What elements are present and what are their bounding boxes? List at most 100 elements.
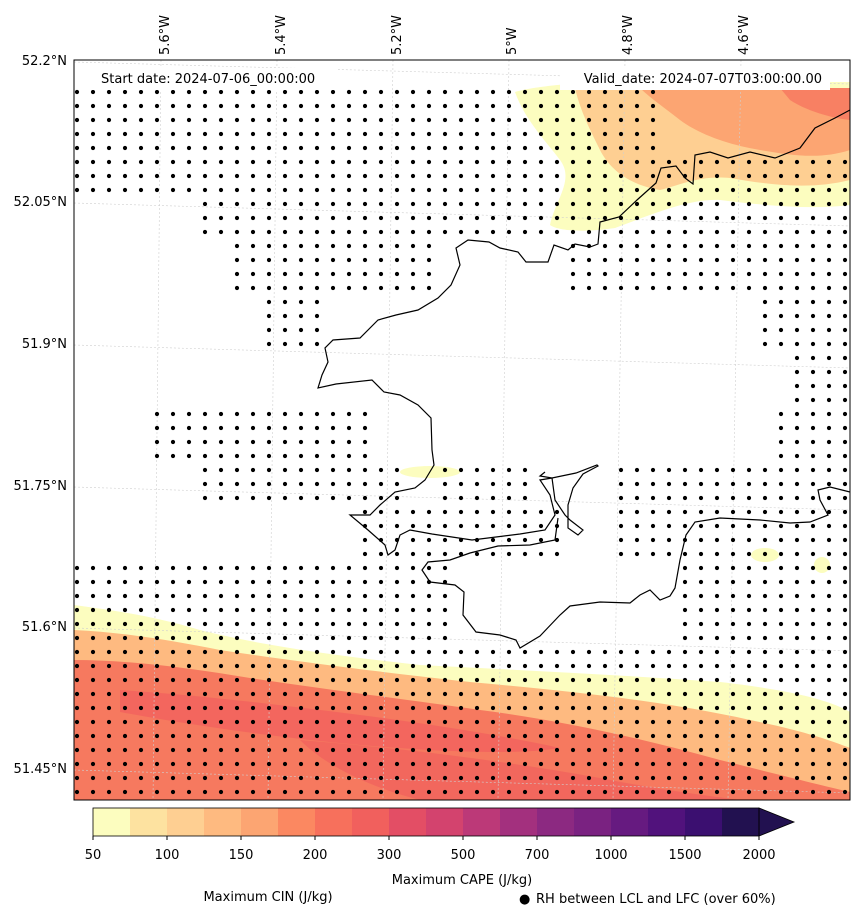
rh-dot [314, 747, 320, 753]
rh-dot [442, 229, 448, 235]
rh-dot [826, 705, 832, 711]
rh-dot [410, 229, 416, 235]
rh-dot [682, 285, 688, 291]
rh-dot [506, 229, 512, 235]
rh-dot [410, 691, 416, 697]
rh-dot [442, 775, 448, 781]
rh-dot [826, 159, 832, 165]
rh-dot [298, 719, 304, 725]
rh-dot [394, 761, 400, 767]
rh-dot [810, 215, 816, 221]
rh-dot [778, 551, 784, 557]
rh-dot [330, 453, 336, 459]
rh-dot [698, 537, 704, 543]
rh-dot [714, 257, 720, 263]
rh-dot [842, 523, 848, 529]
rh-dot [826, 173, 832, 179]
rh-dot [346, 439, 352, 445]
rh-dot [154, 89, 160, 95]
rh-dot [122, 663, 128, 669]
rh-dot [618, 103, 624, 109]
rh-dot [506, 159, 512, 165]
rh-dot [794, 481, 800, 487]
rh-dot [74, 173, 80, 179]
rh-dot [602, 733, 608, 739]
rh-dot [122, 621, 128, 627]
rh-dot [154, 117, 160, 123]
rh-dot [250, 761, 256, 767]
rh-dot [490, 523, 496, 529]
rh-dot [362, 271, 368, 277]
rh-dot [538, 747, 544, 753]
rh-dot [250, 425, 256, 431]
rh-dot [506, 551, 512, 557]
rh-dot [730, 761, 736, 767]
rh-dot [762, 327, 768, 333]
rh-dot [170, 439, 176, 445]
rh-dot [650, 187, 656, 193]
rh-dot [330, 439, 336, 445]
rh-dot [330, 411, 336, 417]
rh-dot [522, 467, 528, 473]
rh-dot [554, 229, 560, 235]
rh-dot [106, 733, 112, 739]
rh-dot [714, 495, 720, 501]
rh-dot [682, 187, 688, 193]
rh-dot [410, 537, 416, 543]
rh-dot [714, 159, 720, 165]
rh-dot [490, 677, 496, 683]
rh-dot [634, 467, 640, 473]
rh-dot [250, 257, 256, 263]
rh-dot [282, 691, 288, 697]
rh-dot [154, 593, 160, 599]
rh-dot [794, 635, 800, 641]
rh-dot [762, 733, 768, 739]
rh-dot [138, 607, 144, 613]
rh-dot [234, 705, 240, 711]
rh-dot [250, 635, 256, 641]
rh-dot [218, 145, 224, 151]
rh-dot [794, 719, 800, 725]
rh-dot [202, 187, 208, 193]
rh-dot [810, 691, 816, 697]
rh-dot [522, 159, 528, 165]
rh-dot [314, 607, 320, 613]
rh-dot [634, 677, 640, 683]
rh-dot [650, 509, 656, 515]
rh-dot [298, 691, 304, 697]
rh-dot [586, 145, 592, 151]
rh-dot [666, 173, 672, 179]
rh-dot [458, 761, 464, 767]
rh-dot [234, 453, 240, 459]
rh-dot [570, 201, 576, 207]
rh-dot [410, 593, 416, 599]
rh-dot [378, 663, 384, 669]
rh-dot [842, 705, 848, 711]
rh-dot [234, 89, 240, 95]
rh-dot [426, 173, 432, 179]
rh-dot [250, 719, 256, 725]
rh-dot [346, 649, 352, 655]
rh-dot [618, 89, 624, 95]
rh-dot [314, 663, 320, 669]
rh-dot [234, 607, 240, 613]
rh-dot [298, 747, 304, 753]
rh-dot [218, 495, 224, 501]
rh-dot [442, 215, 448, 221]
rh-dot [794, 789, 800, 795]
rh-dot [394, 271, 400, 277]
rh-dot [202, 89, 208, 95]
rh-dot [650, 159, 656, 165]
rh-dot [682, 229, 688, 235]
rh-dot [426, 523, 432, 529]
rh-dot [442, 747, 448, 753]
rh-dot [314, 649, 320, 655]
rh-dot [810, 271, 816, 277]
rh-dot [554, 733, 560, 739]
rh-dot [634, 775, 640, 781]
rh-dot [778, 327, 784, 333]
rh-dot [234, 285, 240, 291]
rh-dot [474, 775, 480, 781]
rh-dot [266, 467, 272, 473]
rh-dot [698, 775, 704, 781]
